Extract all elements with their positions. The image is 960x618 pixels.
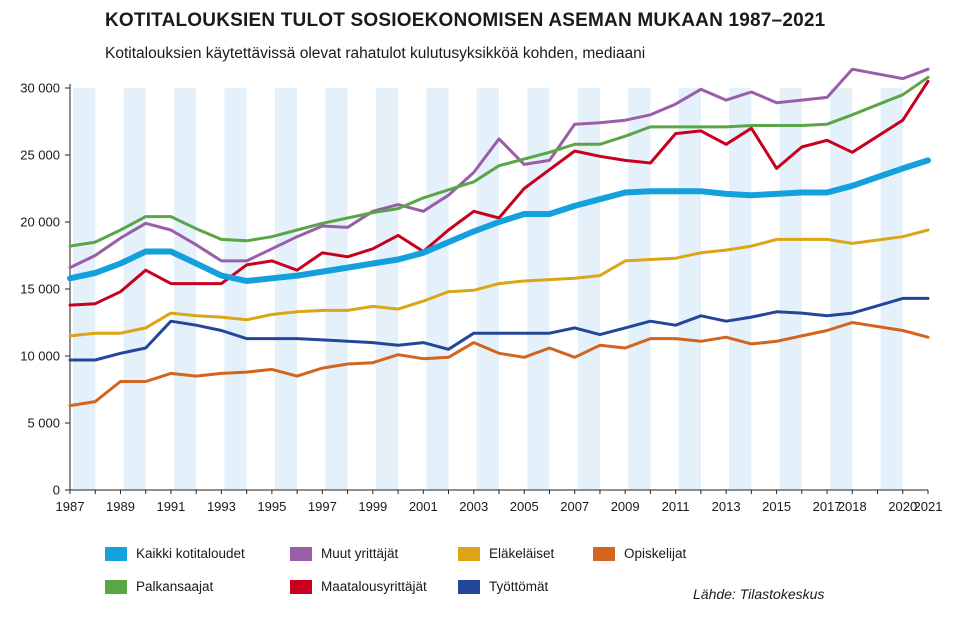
y-tick-label: 15 000 (20, 282, 60, 297)
background-band (375, 88, 399, 490)
y-tick-label: 25 000 (20, 148, 60, 163)
background-band (577, 88, 600, 490)
x-tick-label: 1991 (156, 499, 185, 514)
x-tick-label: 1997 (308, 499, 337, 514)
y-tick-label: 5 000 (27, 416, 60, 431)
series-line-eläkeläiset (68, 228, 930, 338)
series-line-maatalousyrittäjät (68, 79, 930, 307)
legend-label: Maatalousyrittäjät (321, 579, 427, 594)
background-band (123, 88, 146, 490)
background-band (729, 88, 752, 490)
x-tick-label: 2011 (662, 499, 690, 514)
x-tick-label: 1989 (106, 499, 135, 514)
y-tick-label: 0 (53, 483, 60, 498)
legend-swatch (290, 579, 312, 594)
x-tick-label: 1999 (358, 499, 387, 514)
y-tick-label: 30 000 (20, 81, 60, 96)
legend-item: Opiskelijat (593, 546, 686, 561)
source-note: Lähde: Tilastokeskus (693, 586, 825, 602)
legend-label: Kaikki kotitaloudet (136, 546, 245, 561)
x-axis-ticks: 1987 1989 1991 1993 1995 1997 1999 2001 2003 2005… (56, 490, 943, 514)
series-line-opiskelijat (68, 321, 930, 408)
series-line-muut-yrittäjät (68, 67, 930, 270)
legend-swatch (458, 546, 480, 561)
x-tick-label: 2005 (510, 499, 539, 514)
background-band (426, 88, 449, 490)
x-tick-label: 2003 (459, 499, 488, 514)
x-tick-label: 2017 (813, 499, 842, 514)
legend-swatch (290, 546, 312, 561)
legend-swatch (105, 579, 127, 594)
y-tick-label: 10 000 (20, 349, 60, 364)
series-line-työttömät (68, 296, 930, 362)
legend-item: Maatalousyrittäjät (290, 579, 427, 594)
x-tick-label: 2018 (838, 499, 867, 514)
x-tick-label: 2007 (560, 499, 589, 514)
x-tick-label: 2009 (611, 499, 640, 514)
legend-item: Työttömät (458, 579, 548, 594)
background-band (73, 88, 96, 490)
legend-swatch (105, 546, 127, 561)
x-tick-label: 2020 (888, 499, 917, 514)
background-band (628, 88, 651, 490)
legend-item: Muut yrittäjät (290, 546, 398, 561)
background-band (678, 88, 701, 490)
background-band (779, 88, 802, 490)
legend-label: Eläkeläiset (489, 546, 555, 561)
series-lines (67, 67, 931, 408)
chart-subtitle: Kotitalouksien käytettävissä olevat raha… (105, 45, 646, 62)
legend-label: Muut yrittäjät (321, 546, 399, 561)
legend-item: Kaikki kotitaloudet (105, 546, 245, 561)
chart-title: KOTITALOUKSIEN TULOT SOSIOEKONOMISEN ASE… (105, 10, 826, 31)
background-band (173, 88, 197, 490)
x-tick-label: 1993 (207, 499, 236, 514)
background-band (476, 88, 499, 490)
legend-label: Työttömät (489, 579, 549, 594)
x-tick-label: 1987 (56, 499, 85, 514)
chart-background-bands (73, 88, 903, 490)
legend-item: Eläkeläiset (458, 546, 554, 561)
series-line-kaikki-kotitaloudet (67, 157, 931, 284)
series-line-palkansaajat (68, 75, 930, 248)
y-axis-ticks: 0 5 000 10 000 15 000 20 000 25 000 30 000 (20, 81, 70, 498)
x-tick-label: 2013 (712, 499, 741, 514)
x-tick-label: 1995 (257, 499, 286, 514)
x-tick-label: 2021 (914, 499, 943, 514)
legend-label: Palkansaajat (136, 579, 214, 594)
legend-swatch (458, 579, 480, 594)
legend-item: Palkansaajat (105, 579, 213, 594)
background-band (527, 88, 550, 490)
legend-label: Opiskelijat (624, 546, 687, 561)
y-tick-label: 20 000 (20, 215, 60, 230)
background-band (274, 88, 298, 490)
x-tick-label: 2001 (409, 499, 438, 514)
legend: Kaikki kotitaloudet Muut yrittäjät Eläke… (100, 543, 740, 603)
x-tick-label: 2015 (762, 499, 791, 514)
legend-swatch (593, 546, 615, 561)
background-band (880, 88, 903, 490)
background-band (224, 88, 247, 490)
background-band (325, 88, 348, 490)
